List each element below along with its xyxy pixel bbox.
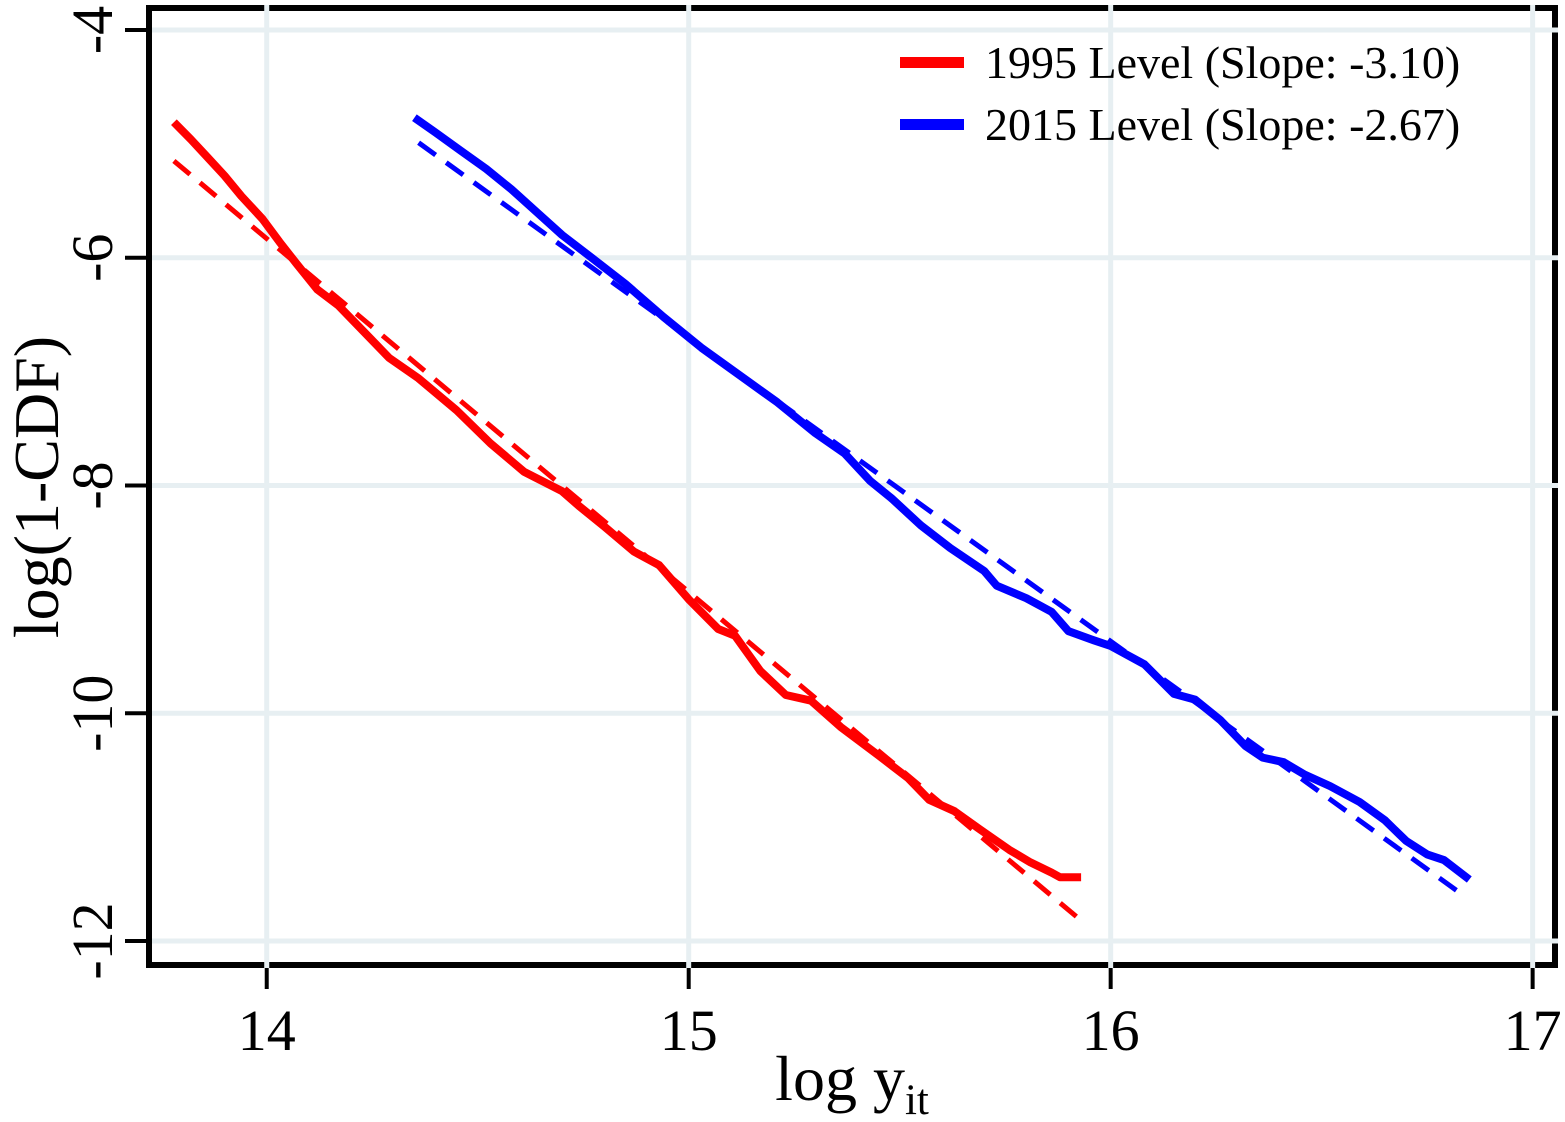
x-tick-label-15: 15 (660, 998, 718, 1063)
x-axis-title-subscript: it (904, 1077, 929, 1122)
y-tick-label--6: -6 (60, 234, 125, 282)
x-tick-label-14: 14 (238, 998, 296, 1063)
x-axis-title-main: log y (775, 1043, 905, 1114)
legend-swatch-1995-icon (900, 56, 964, 68)
legend-row-1995: 1995 Level (Slope: -3.10) (900, 31, 1460, 93)
y-tick-label--10: -10 (60, 675, 125, 752)
y-tick-label--8: -8 (60, 461, 125, 509)
series-2015-level-solid-line (412, 114, 1472, 883)
y-tick-label--12: -12 (60, 902, 125, 979)
legend: 1995 Level (Slope: -3.10) 2015 Level (Sl… (900, 31, 1460, 155)
series-1995-level-solid-line (171, 119, 1082, 882)
series-1995-fit-dashed-line (172, 158, 1083, 923)
x-axis-title: log yit (149, 1042, 1555, 1122)
y-tick-label--4: -4 (60, 6, 125, 54)
legend-label-1995: 1995 Level (Slope: -3.10) (985, 36, 1461, 88)
x-tick-label-17: 17 (1504, 998, 1562, 1063)
y-axis-title: log(1-CDF) (1, 335, 72, 639)
legend-label-2015: 2015 Level (Slope: -2.67) (985, 98, 1461, 150)
series-2015-fit-dashed-line (417, 140, 1467, 899)
legend-row-2015: 2015 Level (Slope: -2.67) (900, 93, 1460, 155)
legend-swatch-2015-icon (900, 118, 964, 130)
x-tick-label-16: 16 (1082, 998, 1140, 1063)
